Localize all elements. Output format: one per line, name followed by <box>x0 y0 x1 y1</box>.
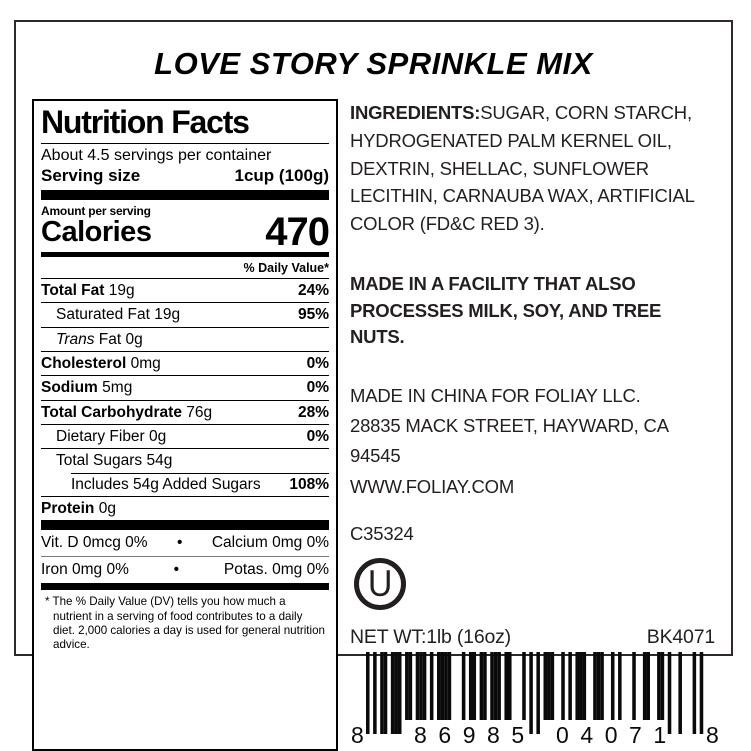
thick-divider <box>41 520 329 531</box>
nutrient-row: Total Sugars 54g <box>41 448 329 472</box>
nutrient-row: Total Fat 19g 24% <box>41 277 329 302</box>
nutrient-row: Protein 0g <box>41 496 329 520</box>
vitamin-row: Iron 0mg 0% • Potas. 0mg 0% <box>41 556 329 583</box>
ingredients-label: INGREDIENTS: <box>350 102 481 123</box>
nutrition-facts-panel: Nutrition Facts About 4.5 servings per c… <box>32 99 338 751</box>
thick-divider <box>41 189 329 200</box>
kosher-ou-icon: U <box>354 557 406 610</box>
address-line: MADE IN CHINA FOR FOLIAY LLC. <box>350 385 641 407</box>
svg-text:8: 8 <box>351 722 364 746</box>
net-weight: NET WT:1lb (16oz) <box>350 625 511 648</box>
vitamin-row: Vit. D 0mcg 0% • Calcium 0mg 0% <box>41 534 329 552</box>
upc-barcode: 8 86985 04071 8 <box>350 651 719 751</box>
product-label: LOVE STORY SPRINKLE MIX Nutrition Facts … <box>14 20 733 751</box>
nutrient-row: Includes 54g Added Sugars 108% <box>41 472 329 496</box>
lot-code: C35324 <box>350 522 414 544</box>
vitamin-rows: Vit. D 0mcg 0% • Calcium 0mg 0% Iron 0mg 0%… <box>41 530 329 583</box>
serving-size-value: 1cup (100g) <box>234 165 329 185</box>
calories-label: Calories <box>41 215 152 248</box>
label-content: Nutrition Facts About 4.5 servings per c… <box>16 99 731 751</box>
medium-divider <box>41 583 329 591</box>
medium-divider <box>41 251 329 257</box>
nutrient-row: Cholesterol 0mg 0% <box>41 350 329 375</box>
nutrition-facts-heading: Nutrition Facts <box>41 104 329 144</box>
address-line: 28835 MACK STREET, HAYWARD, CA 94545 <box>350 415 668 467</box>
allergen-statement: MADE IN A FACILITY THAT ALSO PROCESSES M… <box>350 272 662 348</box>
svg-text:04071: 04071 <box>556 722 666 746</box>
product-title: LOVE STORY SPRINKLE MIX <box>154 46 593 81</box>
nutrient-row: Total Carbohydrate 76g 28% <box>41 399 329 424</box>
servings-per-container: About 4.5 servings per container <box>41 146 272 164</box>
svg-text:8: 8 <box>706 722 719 746</box>
amount-per-serving-label: Amount per serving <box>41 203 151 218</box>
kosher-letter: U <box>367 562 393 605</box>
nutrient-rows: Total Fat 19g 24% Saturated Fat 19g 95% Tran… <box>41 277 329 521</box>
nutrient-row: Trans Fat 0g <box>41 326 329 351</box>
ingredients-text: SUGAR, CORN STARCH, HYDROGENATED PALM KE… <box>350 102 695 234</box>
svg-text:86985: 86985 <box>414 722 524 746</box>
calories-value: 470 <box>265 209 330 254</box>
net-weight-row: NET WT:1lb (16oz) BK4071 <box>350 626 719 649</box>
nutrient-row: Dietary Fiber 0g 0% <box>41 423 329 448</box>
daily-value-header: % Daily Value* <box>243 260 329 275</box>
ingredients-paragraph: INGREDIENTS:SUGAR, CORN STARCH, HYDROGEN… <box>350 99 719 238</box>
daily-value-footnote: * The % Daily Value (DV) tells you how m… <box>45 595 325 651</box>
address-line: WWW.FOLIAY.COM <box>350 475 515 497</box>
item-code: BK4071 <box>646 625 715 648</box>
serving-size-label: Serving size <box>41 165 141 185</box>
nutrient-row: Sodium 5mg 0% <box>41 375 329 399</box>
nutrient-row: Saturated Fat 19g 95% <box>41 302 329 326</box>
calories-row: Calories 470 <box>41 209 330 254</box>
right-column: INGREDIENTS:SUGAR, CORN STARCH, HYDROGEN… <box>350 99 719 751</box>
manufacturer-address: MADE IN CHINA FOR FOLIAY LLC. 28835 MACK… <box>350 381 719 502</box>
serving-size-row: Serving size 1cup (100g) <box>41 165 329 190</box>
